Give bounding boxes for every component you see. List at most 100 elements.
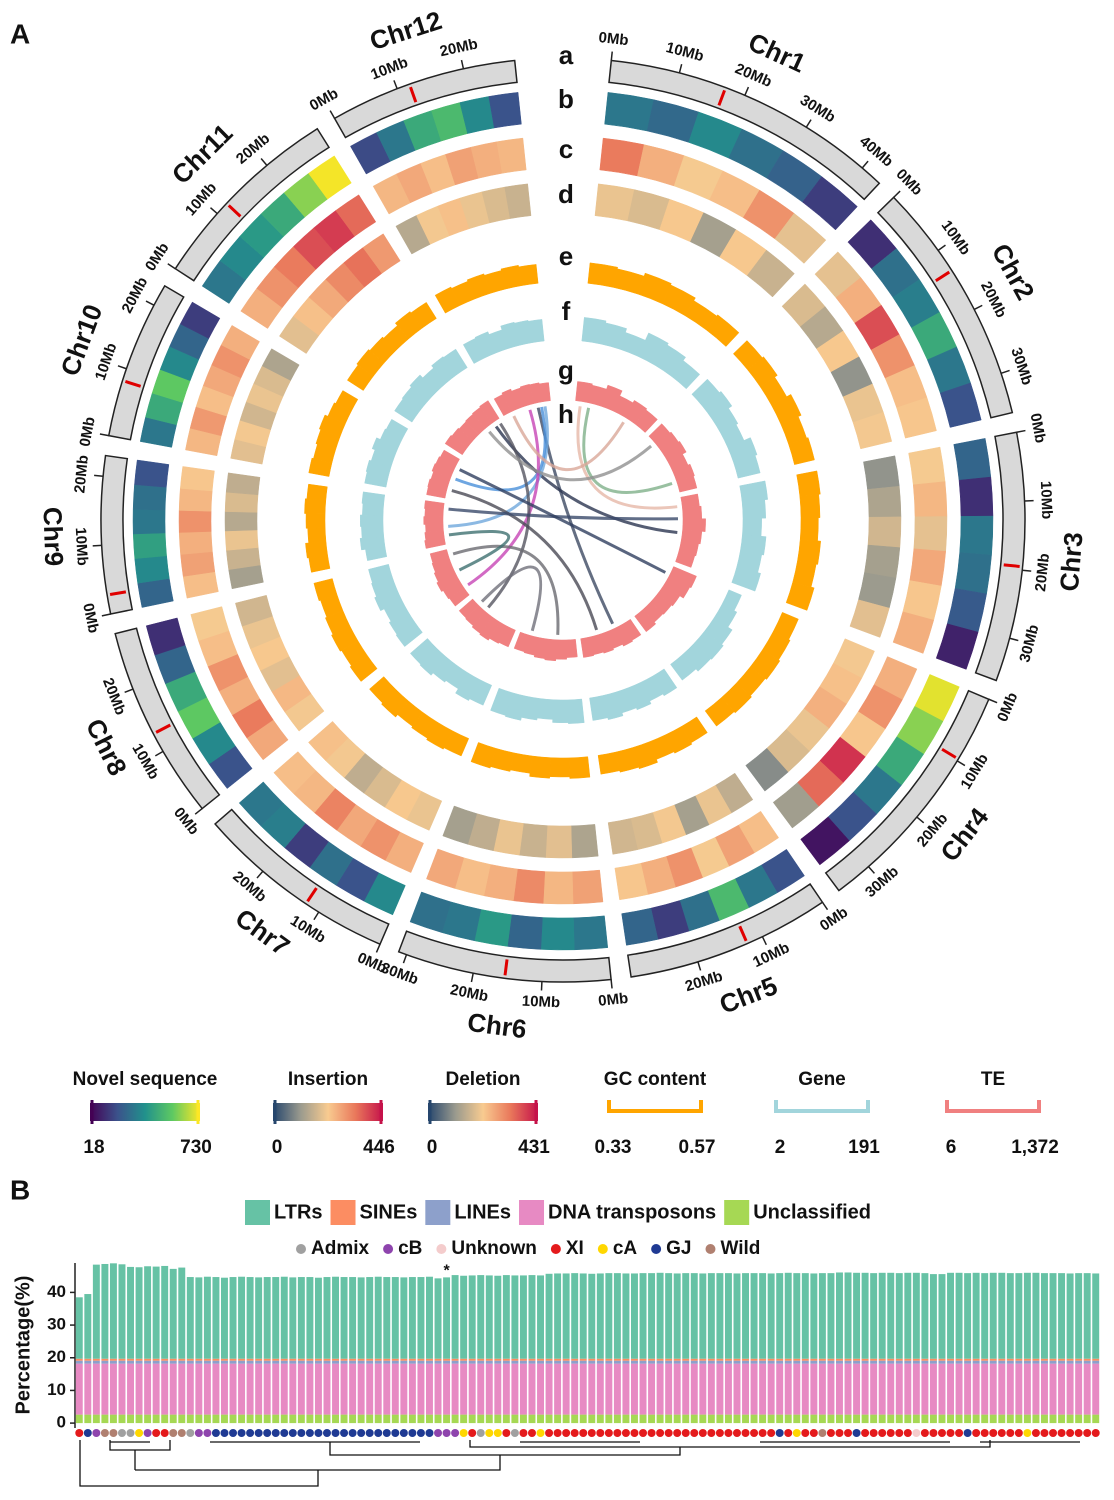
bar-segment bbox=[229, 1363, 237, 1415]
bar-segment bbox=[178, 1360, 186, 1364]
histogram-bar bbox=[587, 262, 618, 288]
heatmap-cell bbox=[224, 491, 259, 513]
bar-segment bbox=[1092, 1360, 1100, 1364]
link bbox=[451, 489, 599, 631]
bar-segment bbox=[212, 1363, 220, 1415]
bar-segment bbox=[203, 1414, 211, 1424]
group-dot bbox=[314, 1429, 323, 1437]
bar-segment bbox=[135, 1360, 143, 1364]
bar-segment bbox=[528, 1363, 536, 1415]
histogram-bar bbox=[490, 687, 513, 716]
bar-segment bbox=[460, 1358, 468, 1361]
bar-segment bbox=[605, 1358, 613, 1361]
group-dot bbox=[946, 1429, 955, 1437]
bar-segment bbox=[947, 1360, 954, 1364]
bar-segment bbox=[161, 1265, 169, 1359]
bar-segment bbox=[314, 1414, 322, 1424]
bar-segment bbox=[742, 1414, 749, 1424]
legend-dot bbox=[550, 1244, 561, 1254]
heatmap-cell bbox=[745, 747, 789, 792]
bar-segment bbox=[246, 1363, 254, 1415]
bar-segment bbox=[750, 1273, 758, 1359]
bar-segment bbox=[784, 1414, 792, 1424]
bar-segment bbox=[682, 1363, 690, 1415]
group-dot bbox=[826, 1429, 835, 1437]
tick-label: 0Mb bbox=[76, 415, 98, 448]
y-tick-label: 40 bbox=[47, 1282, 66, 1301]
group-dot bbox=[1040, 1429, 1049, 1437]
bar-segment bbox=[622, 1358, 630, 1361]
bar-segment bbox=[742, 1363, 749, 1415]
legend-dot bbox=[436, 1244, 447, 1254]
tick-mark bbox=[610, 979, 613, 989]
bar-segment bbox=[195, 1360, 203, 1364]
bar-segment bbox=[101, 1263, 109, 1359]
tick-label: 10Mb bbox=[72, 527, 91, 566]
group-dot bbox=[408, 1429, 417, 1437]
group-dot bbox=[1066, 1429, 1075, 1437]
group-dot bbox=[912, 1429, 921, 1437]
heatmap-cell bbox=[572, 869, 604, 905]
bar-segment bbox=[929, 1358, 937, 1361]
bar-segment bbox=[238, 1358, 246, 1361]
histogram-bar bbox=[733, 455, 761, 479]
group-dot bbox=[664, 1429, 673, 1437]
bar-segment bbox=[656, 1414, 664, 1424]
bar-segment bbox=[912, 1414, 920, 1424]
legend-swatch bbox=[425, 1200, 451, 1225]
bar-segment bbox=[434, 1363, 442, 1415]
bar-segment bbox=[135, 1414, 143, 1424]
bar-segment bbox=[955, 1272, 963, 1359]
bar-segment bbox=[357, 1414, 365, 1424]
bar-segment bbox=[537, 1358, 544, 1361]
bar-segment bbox=[639, 1358, 647, 1361]
group-dot bbox=[741, 1429, 750, 1437]
bar-segment bbox=[135, 1358, 143, 1361]
group-dot bbox=[579, 1429, 588, 1437]
bar-segment bbox=[485, 1360, 493, 1364]
bar-segment bbox=[929, 1414, 937, 1424]
heatmap-cell bbox=[134, 459, 170, 488]
bar-segment bbox=[323, 1363, 331, 1415]
bar-segment bbox=[827, 1363, 835, 1415]
bar-segment bbox=[767, 1414, 775, 1424]
histogram-bar bbox=[731, 566, 761, 592]
legend-label: GJ bbox=[666, 1238, 691, 1259]
bar-segment bbox=[656, 1272, 664, 1359]
histogram-bar bbox=[705, 314, 740, 347]
bar-segment bbox=[947, 1414, 954, 1424]
tick-label: 20Mb bbox=[71, 454, 92, 494]
legend-value: 1,372 bbox=[1011, 1137, 1059, 1158]
bar-segment bbox=[511, 1414, 519, 1424]
bar-segment bbox=[528, 1360, 536, 1364]
bar-segment bbox=[929, 1274, 937, 1359]
bar-segment bbox=[1041, 1363, 1048, 1415]
bar-segment bbox=[989, 1363, 997, 1415]
track-labels: a b c d e f g h bbox=[558, 40, 574, 429]
bar-segment bbox=[904, 1414, 912, 1424]
bar-segment bbox=[374, 1358, 382, 1361]
bar-segment bbox=[665, 1273, 673, 1359]
bar-segment bbox=[75, 1363, 83, 1415]
bar-segment bbox=[972, 1358, 980, 1361]
bar-segment bbox=[818, 1363, 826, 1415]
bar-segment bbox=[75, 1358, 83, 1361]
bar-segment bbox=[289, 1414, 297, 1424]
bar-segment bbox=[639, 1414, 647, 1424]
bar-segment bbox=[793, 1363, 801, 1415]
bar-segment bbox=[451, 1363, 459, 1415]
bar-segment bbox=[255, 1277, 263, 1359]
histogram-bar bbox=[470, 742, 497, 769]
tick-mark bbox=[861, 160, 869, 169]
bar-segment bbox=[537, 1360, 544, 1364]
bar-segment bbox=[801, 1360, 809, 1364]
legend-label: XI bbox=[566, 1238, 584, 1259]
bar-segment bbox=[306, 1363, 314, 1415]
histogram-bar bbox=[785, 581, 815, 611]
group-dot bbox=[750, 1429, 759, 1437]
bar-segment bbox=[1041, 1273, 1048, 1359]
bar-segment bbox=[1058, 1363, 1066, 1415]
histogram-bar bbox=[313, 578, 338, 602]
tick-mark bbox=[256, 870, 264, 879]
